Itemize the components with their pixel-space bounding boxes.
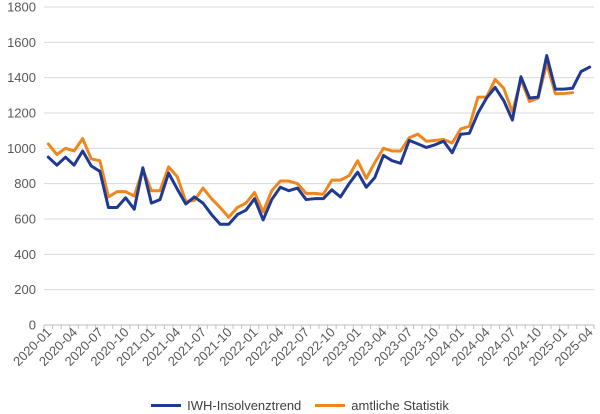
y-tick-label: 1000 [7,141,36,156]
legend-item-iwh: IWH-Insolvenztrend [151,398,301,413]
series-line-0 [46,54,592,226]
y-tick-label: 0 [29,318,36,333]
legend: IWH-Insolvenztrend amtliche Statistik [0,396,600,414]
series-lines [46,54,592,226]
legend-label-amtlich: amtliche Statistik [351,397,449,413]
series-line-1 [46,62,575,219]
y-tick-label: 1800 [7,0,36,15]
tick-labels: 0200400600800100012001400160018002020-01… [7,0,596,369]
y-tick-label: 1200 [7,106,36,121]
y-tick-label: 800 [14,176,36,191]
y-tick-label: 600 [14,212,36,227]
axes [43,324,595,329]
y-tick-label: 400 [14,247,36,262]
gridlines [44,6,594,291]
legend-label-iwh: IWH-Insolvenztrend [187,397,302,413]
y-tick-label: 1400 [7,70,36,85]
y-tick-label: 1600 [7,35,36,50]
legend-swatch-iwh [151,403,182,407]
y-tick-label: 200 [14,282,36,297]
legend-swatch-amtlich [315,403,346,407]
legend-item-amtlich: amtliche Statistik [315,398,449,413]
